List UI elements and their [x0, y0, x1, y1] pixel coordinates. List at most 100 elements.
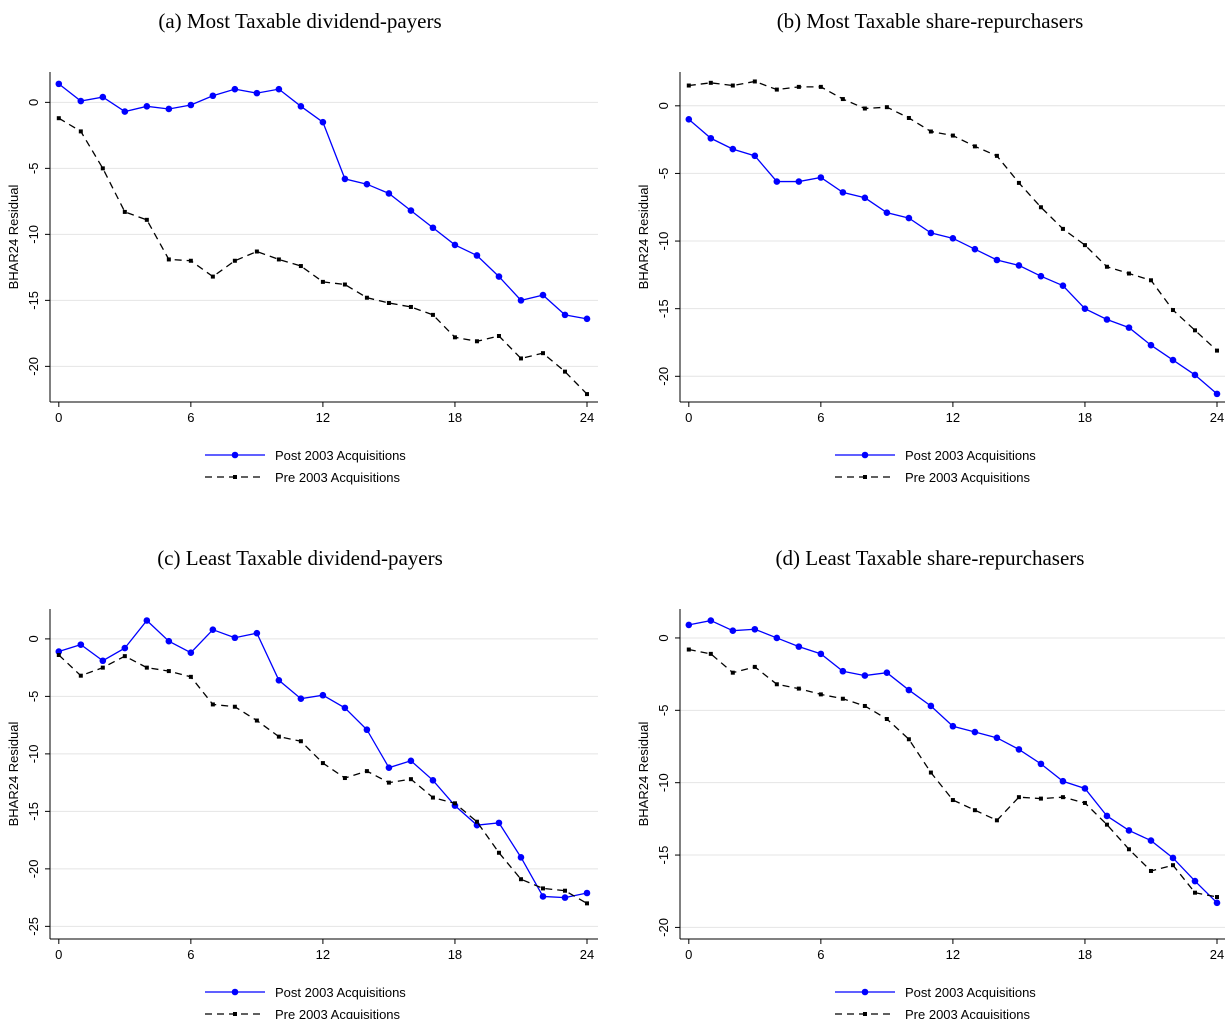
marker [166, 669, 171, 674]
marker [928, 770, 933, 775]
series-line [688, 648, 1218, 898]
y-tick-label: -20 [26, 859, 41, 878]
marker [232, 258, 237, 263]
marker [253, 89, 261, 97]
y-tick-label: -15 [656, 299, 671, 318]
legend-label: Post 2003 Acquisitions [275, 448, 406, 463]
marker [1192, 328, 1197, 333]
marker [707, 617, 715, 624]
marker [78, 129, 83, 134]
marker [773, 634, 781, 642]
marker [971, 245, 979, 253]
panel-title: (c) Least Taxable dividend-payers [157, 546, 443, 570]
marker [122, 654, 127, 659]
marker [884, 105, 889, 110]
x-tick-label: 6 [817, 410, 824, 425]
marker [686, 647, 691, 652]
marker [452, 801, 457, 806]
legend-label: Pre 2003 Acquisitions [905, 1007, 1031, 1019]
legend-marker [863, 1012, 867, 1016]
marker [840, 97, 845, 102]
marker [210, 702, 215, 707]
marker [55, 80, 63, 88]
marker [685, 621, 693, 629]
marker [1126, 271, 1131, 276]
y-tick-label: -5 [26, 691, 41, 703]
marker [562, 888, 567, 893]
marker [1082, 243, 1087, 248]
marker [774, 682, 779, 687]
marker [1213, 899, 1221, 907]
marker [561, 894, 569, 901]
y-tick-label: 0 [656, 634, 671, 641]
marker [386, 780, 391, 785]
marker [276, 734, 281, 739]
marker [452, 335, 457, 340]
marker [496, 850, 501, 855]
marker [297, 103, 305, 110]
marker [517, 297, 525, 304]
marker [188, 258, 193, 263]
y-tick-label: 0 [26, 99, 41, 106]
marker [1059, 777, 1067, 785]
marker [950, 798, 955, 803]
marker [341, 704, 349, 712]
marker [386, 301, 391, 305]
marker [708, 651, 713, 656]
x-tick-label: 18 [1078, 410, 1092, 425]
marker [1016, 795, 1021, 800]
marker [1037, 760, 1045, 768]
legend-marker [231, 451, 239, 459]
marker [971, 728, 979, 736]
marker [253, 629, 261, 637]
marker [209, 92, 217, 100]
marker [796, 84, 801, 89]
y-tick-label: -25 [26, 917, 41, 936]
marker [752, 664, 757, 669]
marker [100, 665, 105, 670]
marker [209, 626, 217, 633]
marker [928, 129, 933, 134]
marker [121, 108, 129, 115]
marker [1147, 837, 1155, 844]
marker [385, 190, 393, 197]
marker [796, 686, 801, 691]
marker [77, 641, 85, 648]
legend-marker [233, 1012, 237, 1016]
marker [100, 166, 105, 171]
marker [473, 252, 481, 259]
x-tick-label: 12 [316, 947, 330, 962]
marker [56, 116, 61, 121]
marker [1191, 371, 1199, 379]
marker [363, 726, 371, 734]
marker [839, 667, 847, 675]
marker [729, 627, 737, 635]
y-tick-label: -5 [26, 163, 41, 175]
marker [496, 334, 501, 338]
marker [817, 174, 825, 181]
marker [1016, 180, 1021, 185]
marker [451, 241, 459, 249]
marker [254, 718, 259, 723]
marker [905, 214, 913, 222]
marker [730, 83, 735, 88]
marker [495, 273, 503, 280]
marker [752, 79, 757, 84]
marker [584, 392, 589, 397]
x-tick-label: 0 [685, 410, 692, 425]
marker [385, 764, 393, 771]
marker [840, 696, 845, 701]
marker [1060, 226, 1065, 231]
marker [143, 103, 151, 110]
x-tick-label: 18 [448, 410, 462, 425]
marker [862, 703, 867, 708]
marker [708, 80, 713, 85]
legend-label: Post 2003 Acquisitions [905, 448, 1036, 463]
marker [1148, 868, 1153, 873]
marker [210, 274, 215, 279]
marker [518, 877, 523, 882]
marker [1192, 890, 1197, 895]
marker [298, 264, 303, 269]
marker [1214, 895, 1219, 900]
x-tick-label: 24 [1210, 947, 1224, 962]
